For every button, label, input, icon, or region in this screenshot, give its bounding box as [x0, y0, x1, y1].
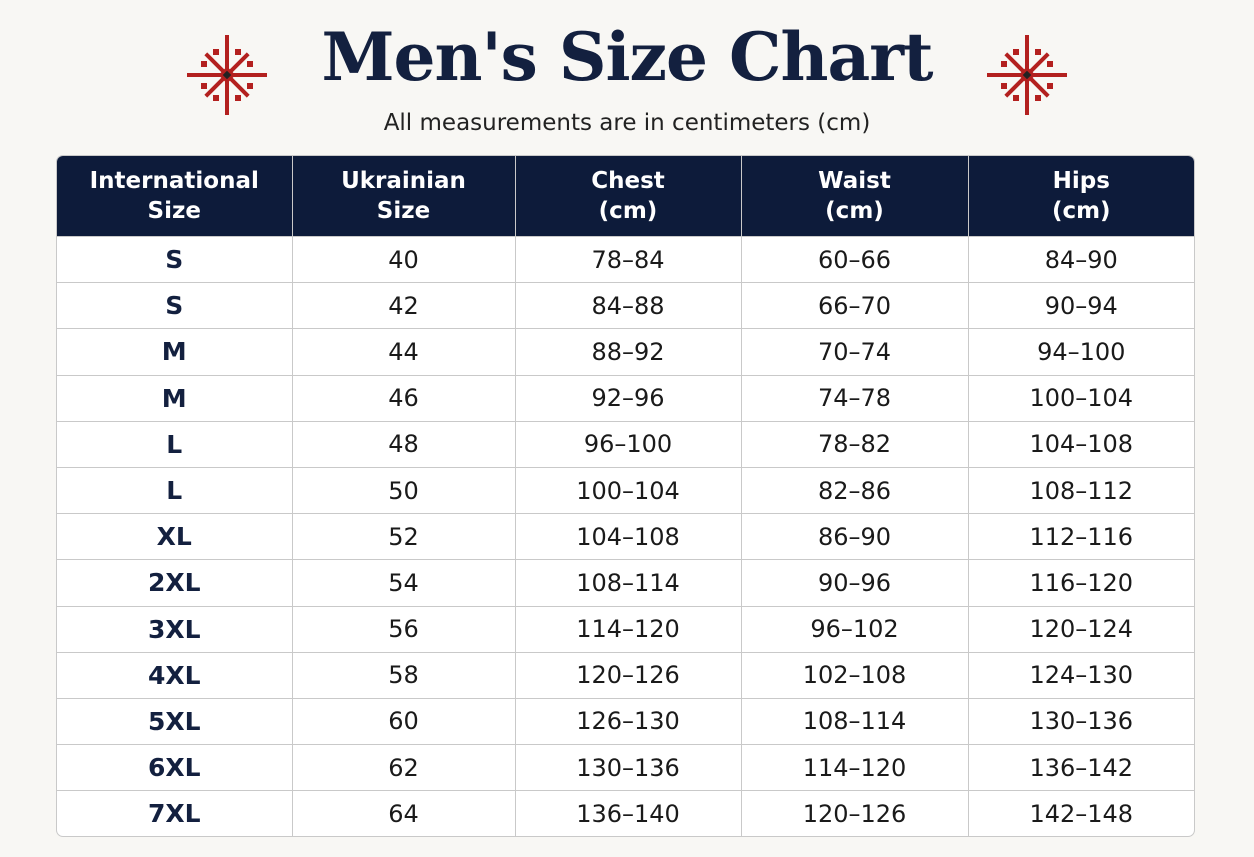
- table-cell: 74–78: [740, 374, 968, 422]
- table-cell: M: [57, 374, 292, 422]
- table-cell: 84–88: [514, 282, 741, 329]
- table-cell: 114–120: [740, 744, 968, 791]
- table-cell: 70–74: [740, 328, 968, 376]
- table-row: 4XL 58 120–126 102–108 124–130: [57, 651, 1194, 699]
- column-header-text: Hips (cm): [1051, 168, 1111, 224]
- table-cell: 96–100: [514, 420, 741, 468]
- table-row: L 48 96–100 78–82 104–108: [57, 420, 1194, 468]
- table-cell: 94–100: [967, 328, 1194, 376]
- table-cell: 90–96: [740, 559, 968, 606]
- table-cell: 102–108: [740, 651, 968, 699]
- table-cell: 4XL: [57, 651, 292, 699]
- column-header-text: Chest (cm): [591, 168, 665, 224]
- table-cell: 58: [291, 651, 515, 699]
- table-row: 7XL 64 136–140 120–126 142–148: [57, 790, 1194, 837]
- table-cell: S: [57, 282, 292, 329]
- table-body: S 40 78–84 60–66 84–90 S 42 84–88 66–70 90–94 M 44 8…: [57, 235, 1194, 837]
- table-cell: 130–136: [514, 744, 741, 791]
- column-header: Hips (cm): [967, 156, 1194, 237]
- column-header: Ukrainian Size: [291, 156, 515, 237]
- column-header: Chest (cm): [514, 156, 741, 237]
- table-cell: 78–82: [740, 420, 968, 468]
- table-cell: 64: [291, 790, 515, 837]
- subtitle: All measurements are in centimeters (cm): [383, 110, 871, 136]
- table-cell: XL: [57, 513, 292, 560]
- table-cell: 92–96: [514, 374, 741, 422]
- table-cell: 136–140: [514, 790, 741, 837]
- header-row: International Size Ukrainian Size Chest (c…: [57, 156, 1194, 237]
- table-cell: 6XL: [57, 744, 292, 791]
- table-cell: 120–124: [967, 605, 1194, 653]
- table-row: XL 52 104–108 86–90 112–116: [57, 513, 1194, 560]
- table-cell: 78–84: [514, 235, 741, 283]
- table-cell: 104–108: [967, 420, 1194, 468]
- table-cell: 100–104: [514, 466, 741, 514]
- table-cell: 54: [291, 559, 515, 606]
- table-cell: 114–120: [514, 605, 741, 653]
- table-cell: 50: [291, 466, 515, 514]
- table-cell: 120–126: [514, 651, 741, 699]
- table-cell: 120–126: [740, 790, 968, 837]
- table-cell: 44: [291, 328, 515, 376]
- table-cell: 104–108: [514, 513, 741, 560]
- column-header: Waist (cm): [740, 156, 968, 237]
- table-cell: 108–112: [967, 466, 1194, 514]
- table-cell: 116–120: [967, 559, 1194, 606]
- column-header-text: Ukrainian Size: [341, 168, 466, 224]
- table-cell: 60: [291, 697, 515, 745]
- table-row: L 50 100–104 82–86 108–112: [57, 466, 1194, 514]
- column-header-text: Waist (cm): [818, 168, 891, 224]
- size-table: International Size Ukrainian Size Chest (c…: [57, 156, 1194, 837]
- table-row: 6XL 62 130–136 114–120 136–142: [57, 744, 1194, 791]
- table-cell: 88–92: [514, 328, 741, 376]
- table-row: S 40 78–84 60–66 84–90: [57, 235, 1194, 283]
- column-header-text: International Size: [89, 168, 259, 224]
- table-cell: 62: [291, 744, 515, 791]
- table-cell: 108–114: [514, 559, 741, 606]
- table-cell: 112–116: [967, 513, 1194, 560]
- table-cell: 96–102: [740, 605, 968, 653]
- ornament: [987, 35, 1067, 115]
- table-cell: 40: [291, 235, 515, 283]
- title: Men's Size Chart: [321, 18, 933, 96]
- table-cell: 46: [291, 374, 515, 422]
- table-cell: 86–90: [740, 513, 968, 560]
- table-cell: 2XL: [57, 559, 292, 606]
- table-cell: 66–70: [740, 282, 968, 329]
- table-cell: L: [57, 420, 292, 468]
- column-header: International Size: [57, 156, 292, 237]
- table-cell: 5XL: [57, 697, 292, 745]
- table-cell: 90–94: [967, 282, 1194, 329]
- table-cell: 126–130: [514, 697, 741, 745]
- table-cell: 84–90: [967, 235, 1194, 283]
- table-cell: 108–114: [740, 697, 968, 745]
- table-cell: 142–148: [967, 790, 1194, 837]
- table-cell: 82–86: [740, 466, 968, 514]
- table-cell: 56: [291, 605, 515, 653]
- table-cell: 136–142: [967, 744, 1194, 791]
- table-cell: 3XL: [57, 605, 292, 653]
- table-cell: 52: [291, 513, 515, 560]
- table-row: 3XL 56 114–120 96–102 120–124: [57, 605, 1194, 653]
- table-row: S 42 84–88 66–70 90–94: [57, 282, 1194, 329]
- table-cell: 124–130: [967, 651, 1194, 699]
- table-cell: 100–104: [967, 374, 1194, 422]
- table-cell: 7XL: [57, 790, 292, 837]
- table-cell: M: [57, 328, 292, 376]
- ornament: [187, 35, 267, 115]
- table-cell: 60–66: [740, 235, 968, 283]
- table-cell: L: [57, 466, 292, 514]
- table-row: M 44 88–92 70–74 94–100: [57, 328, 1194, 376]
- table-row: M 46 92–96 74–78 100–104: [57, 374, 1194, 422]
- table-cell: 42: [291, 282, 515, 329]
- table-row: 2XL 54 108–114 90–96 116–120: [57, 559, 1194, 606]
- table-row: 5XL 60 126–130 108–114 130–136: [57, 697, 1194, 745]
- table-cell: 48: [291, 420, 515, 468]
- table-cell: S: [57, 235, 292, 283]
- table-cell: 130–136: [967, 697, 1194, 745]
